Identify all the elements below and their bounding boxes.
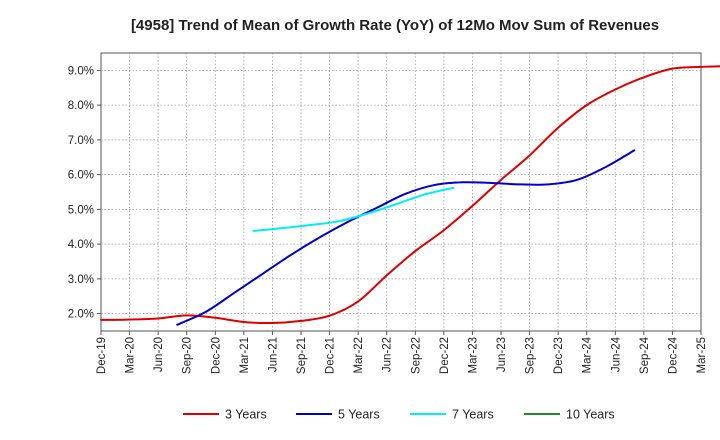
x-tick-label: Mar-24: [582, 336, 594, 373]
x-tick-label: Mar-20: [125, 337, 137, 373]
x-tick-label: Sep-22: [410, 337, 422, 374]
y-tick-label: 3.0%: [68, 274, 94, 286]
y-axis: 2.0% 3.0% 4.0% 5.0% 6.0% 7.0% 8.0% 9.0%: [68, 65, 101, 321]
x-tick-label: Mar-25: [696, 337, 708, 373]
grid: [101, 53, 701, 331]
legend-label: 5 Years: [338, 408, 380, 422]
y-tick-label: 6.0%: [68, 170, 94, 182]
x-tick-label: Mar-22: [353, 337, 365, 373]
legend-label: 10 Years: [566, 408, 615, 422]
x-tick-label: Sep-20: [182, 337, 194, 374]
x-tick-label: Dec-20: [210, 337, 222, 374]
x-tick-label: Mar-23: [467, 337, 479, 373]
x-tick-label: Dec-21: [325, 337, 337, 374]
plot-area: [100, 52, 702, 332]
x-tick-label: Dec-19: [96, 337, 108, 374]
chart-title: [4958] Trend of Mean of Growth Rate (YoY…: [131, 17, 659, 34]
x-tick-label: Jun-20: [153, 337, 165, 372]
y-tick-label: 8.0%: [68, 100, 94, 112]
x-tick-label: Sep-21: [296, 337, 308, 374]
x-tick-label: Jun-22: [382, 337, 394, 372]
y-tick-label: 7.0%: [68, 135, 94, 147]
x-tick-label: Sep-24: [639, 336, 651, 374]
x-tick-label: Jun-21: [267, 337, 279, 372]
series-line-3-years: [100, 65, 720, 325]
series-lines: [100, 65, 720, 326]
x-tick-label: Jun-24: [610, 336, 622, 372]
x-tick-label: Mar-21: [239, 337, 251, 373]
series-line-7-years: [252, 186, 455, 232]
legend: 3 Years 5 Years 7 Years 10 Years: [183, 408, 615, 422]
y-tick-label: 9.0%: [68, 65, 94, 77]
x-tick-label: Dec-22: [439, 337, 451, 374]
legend-label: 7 Years: [452, 408, 494, 422]
x-axis: Dec-19 Mar-20 Jun-20 Sep-20 Dec-20 Mar-21 Jun-…: [96, 331, 708, 374]
x-tick-label: Sep-23: [525, 337, 537, 374]
y-tick-label: 2.0%: [68, 309, 94, 321]
series-line-5-years: [176, 149, 636, 326]
x-tick-label: Jun-23: [496, 337, 508, 372]
x-tick-label: Dec-23: [553, 337, 565, 374]
x-tick-label: Dec-24: [667, 336, 679, 374]
y-tick-label: 4.0%: [68, 239, 94, 251]
legend-label: 3 Years: [225, 408, 267, 422]
y-tick-label: 5.0%: [68, 204, 94, 216]
